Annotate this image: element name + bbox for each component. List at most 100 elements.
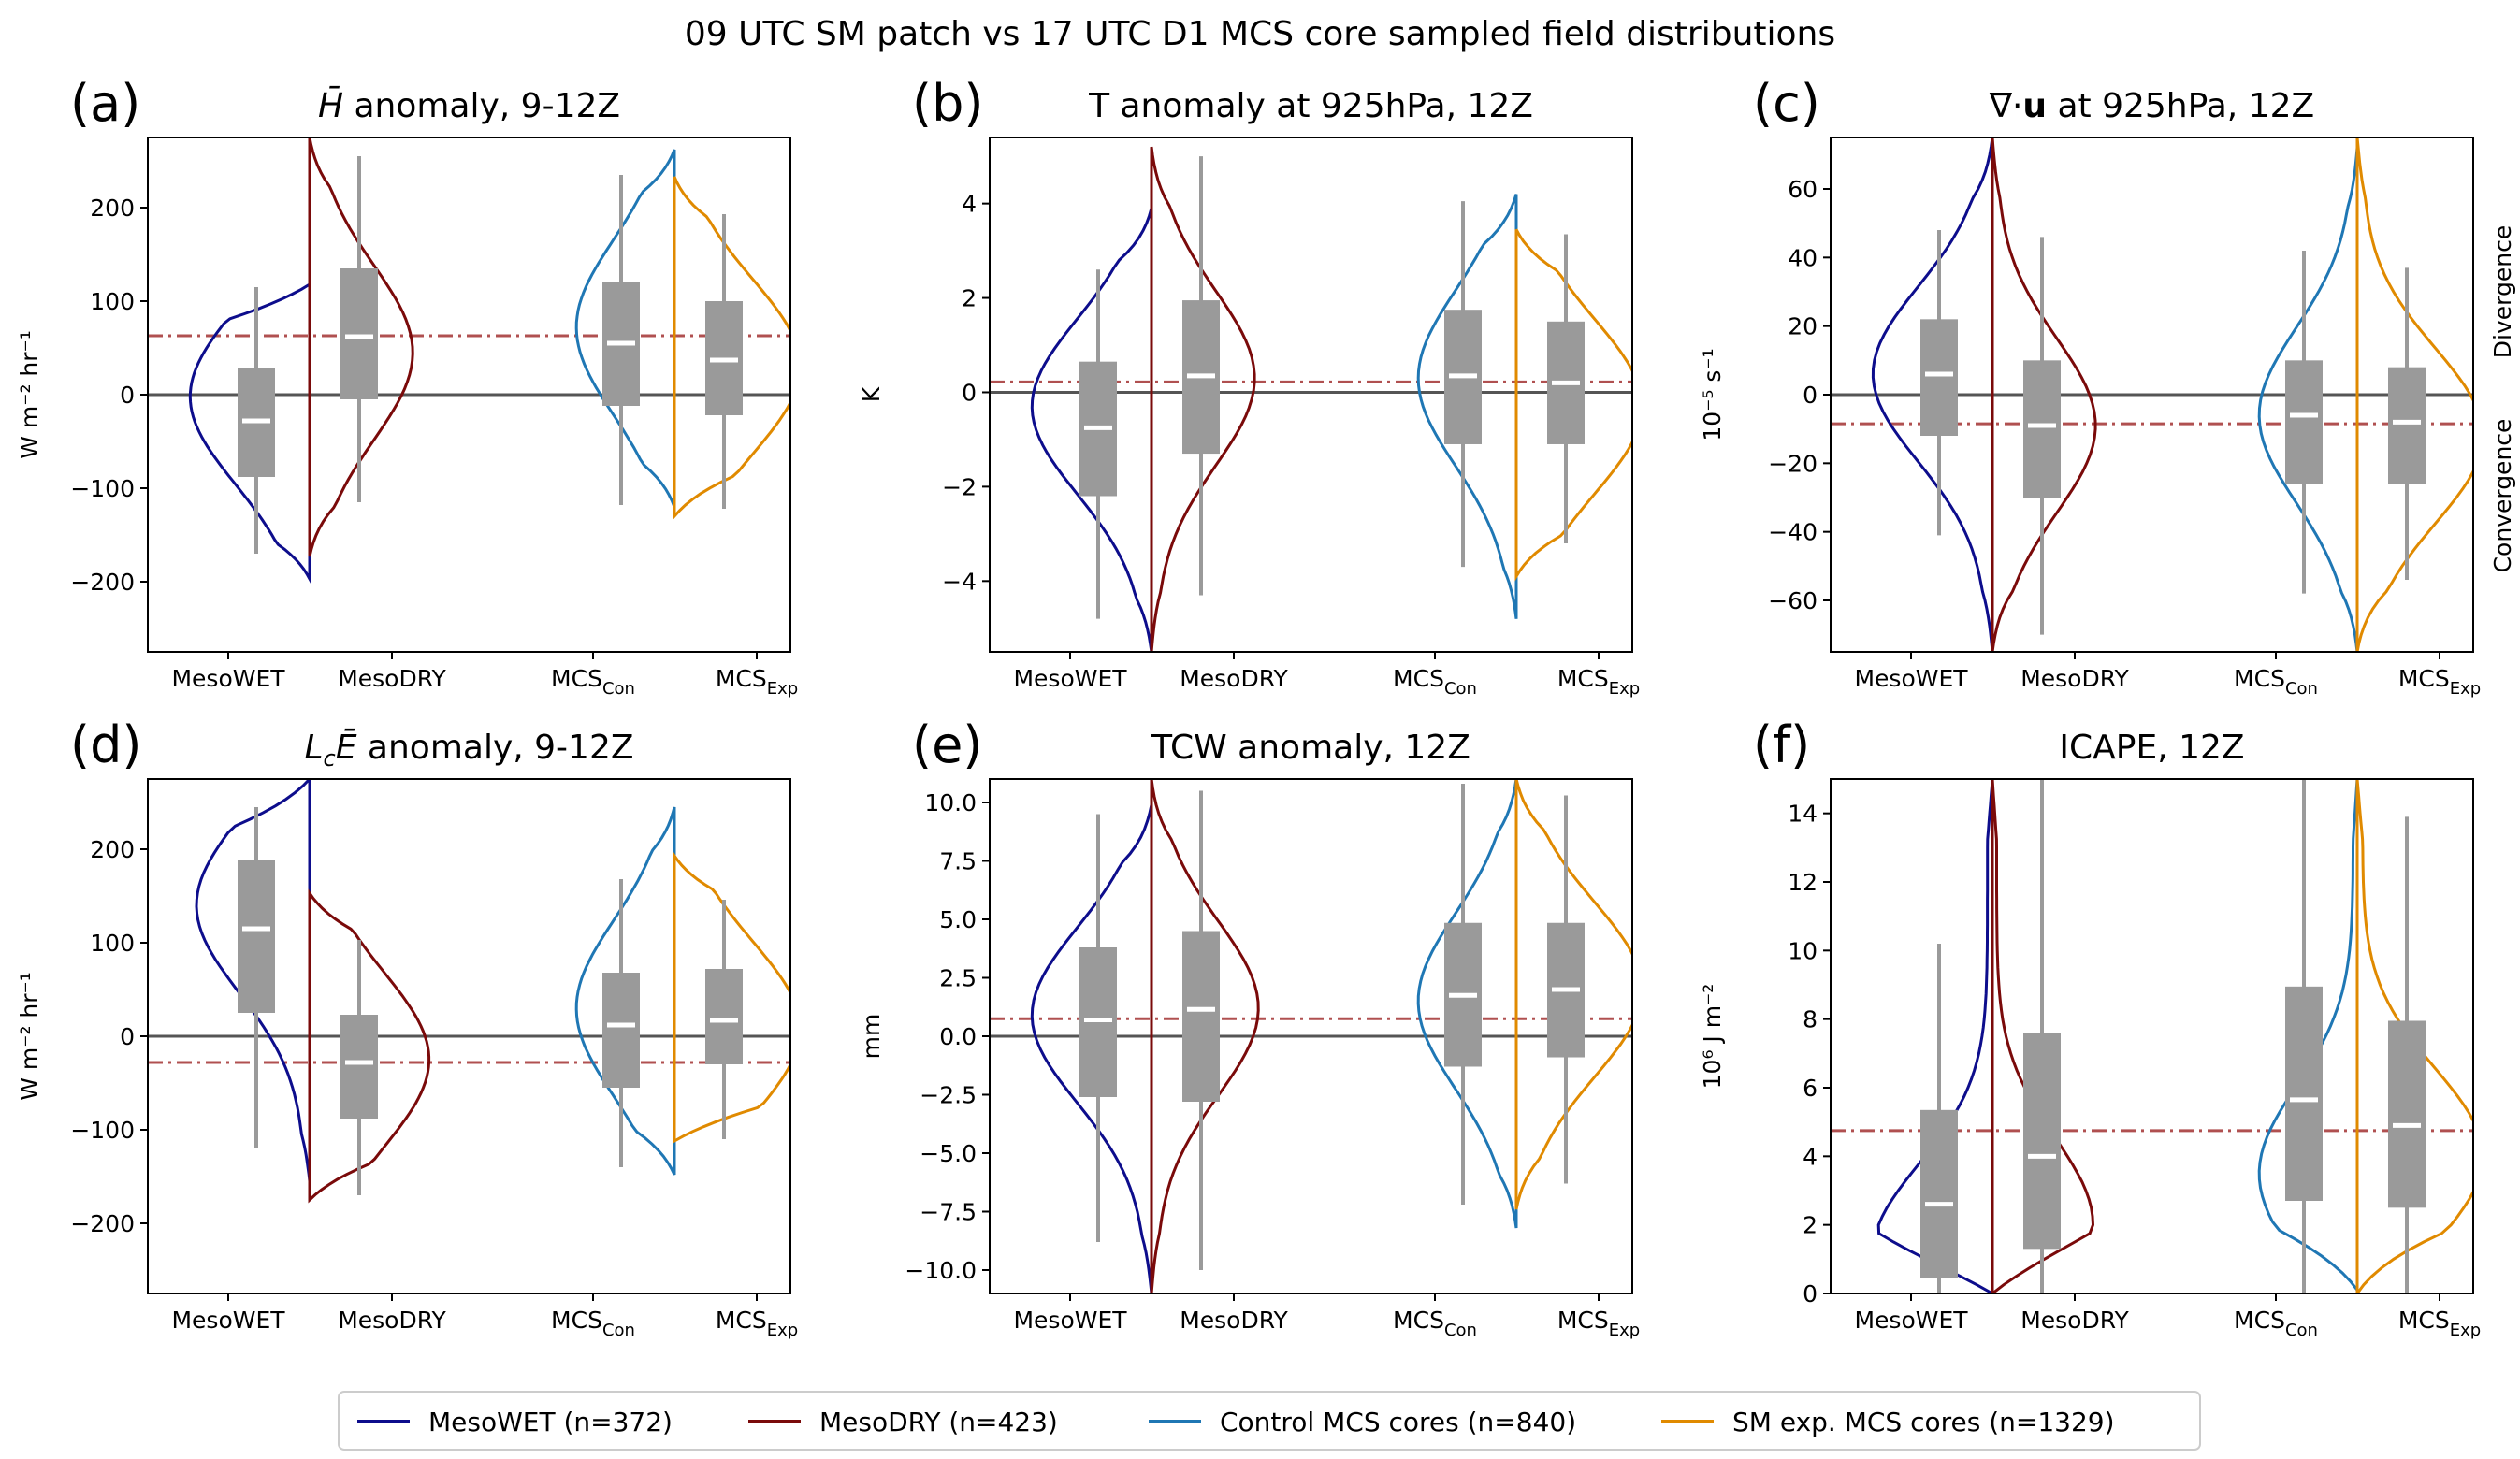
y-tick-label: 12: [1788, 869, 1818, 896]
legend-label: SM exp. MCS cores (n=1329): [1732, 1407, 2115, 1437]
y-tick-label: 4: [962, 191, 977, 218]
panel-4: −200 −100 0 100 200 MesoWET MesoDRY MCSCon MCSEx…: [16, 715, 798, 1340]
y-tick-label: −2.5: [920, 1082, 977, 1109]
violin-mesowet: [1030, 804, 1153, 1293]
y-tick-label: 6: [1803, 1075, 1818, 1102]
x-tick-label: MCSCon: [2234, 1307, 2318, 1340]
y-tick-label: −40: [1768, 519, 1818, 546]
box-iqr: [2388, 1020, 2426, 1208]
x-tick-label: MCSExp: [1557, 665, 1640, 699]
violin-mesodry: [308, 137, 414, 557]
panel-label: (e): [912, 715, 982, 774]
y-tick-label: 2.5: [939, 965, 977, 992]
x-tick-label: MesoDRY: [338, 1307, 446, 1334]
y-axis-label: 10⁶ J m⁻²: [1699, 984, 1726, 1090]
box-iqr: [2023, 360, 2061, 498]
plot-area: [990, 146, 1632, 652]
x-tick-label: MCSExp: [2398, 1307, 2481, 1340]
y-tick-label: 40: [1788, 244, 1818, 271]
violin-control-mcs-cores: [1416, 194, 1518, 619]
x-tick-label: MCSCon: [1393, 665, 1477, 699]
y-tick-label: −100: [70, 475, 135, 502]
violin-control-mcs-cores: [2257, 147, 2359, 652]
y-tick-label: 8: [1803, 1006, 1818, 1033]
y-axis-label: K: [858, 386, 885, 402]
x-tick-label: MCSExp: [716, 665, 798, 699]
x-tick-label: MesoDRY: [1180, 1307, 1288, 1334]
violin-mesodry: [1150, 146, 1256, 652]
box-iqr: [602, 973, 640, 1088]
panel-3: −60 −40 −20 0 20 40 60 MesoWET MesoDRY MCSCon MCSE…: [1699, 74, 2516, 699]
y-axis-label: mm: [858, 1014, 885, 1060]
y-tick-label: −200: [70, 569, 135, 596]
box-iqr: [2388, 367, 2426, 484]
violin-mesowet: [1876, 779, 1994, 1293]
y-tick-label: 10.0: [924, 789, 977, 816]
legend-label: Control MCS cores (n=840): [1220, 1407, 1576, 1437]
y-tick-label: −5.0: [920, 1140, 977, 1167]
violin-control-mcs-cores: [1416, 779, 1518, 1229]
x-tick-label: MesoWET: [1854, 665, 1968, 692]
panel-title: ∇·u at 925hPa, 12Z: [1989, 87, 2314, 125]
y-tick-label: −2: [942, 473, 977, 500]
box-iqr: [2285, 360, 2323, 484]
violin-mesowet: [195, 779, 311, 1182]
y-tick-label: 4: [1803, 1143, 1818, 1170]
y-tick-label: 100: [90, 930, 135, 957]
legend-label: MesoWET (n=372): [428, 1407, 673, 1437]
y-tick-label: 5.0: [939, 906, 977, 933]
legend-frame: [338, 1391, 2201, 1451]
divergence-label: Divergence: [2489, 225, 2516, 358]
panel-label: (f): [1753, 715, 1810, 774]
x-tick-label: MCSExp: [1557, 1307, 1640, 1340]
y-tick-label: 14: [1788, 801, 1818, 828]
panel-label: (b): [912, 74, 983, 133]
x-tick-label: MesoWET: [171, 1307, 285, 1334]
y-tick-label: 2: [962, 285, 977, 312]
y-tick-label: 60: [1788, 176, 1818, 203]
panel-title: H̄ anomaly, 9-12Z: [318, 85, 620, 125]
y-tick-label: 200: [90, 836, 135, 863]
box-iqr: [1920, 319, 1958, 436]
y-tick-label: −200: [70, 1210, 135, 1237]
legend: MesoWET (n=372) MesoDRY (n=423) Control MC…: [338, 1391, 2201, 1451]
y-tick-label: −10.0: [905, 1257, 977, 1284]
panel-label: (c): [1753, 74, 1820, 133]
x-tick-label: MesoDRY: [1180, 665, 1288, 692]
panel-title: ICAPE, 12Z: [2059, 729, 2244, 767]
box-iqr: [1920, 1109, 1958, 1278]
legend-label: MesoDRY (n=423): [819, 1407, 1058, 1437]
panel-title: TCW anomaly, 12Z: [1151, 729, 1470, 767]
violin-sm-exp-mcs-cores: [673, 851, 790, 1144]
box-iqr: [238, 860, 275, 1013]
x-tick-label: MCSCon: [1393, 1307, 1477, 1340]
y-axis-label: 10⁻⁵ s⁻¹: [1699, 348, 1726, 441]
violin-mesodry: [1991, 137, 2097, 652]
plot-area: [1831, 779, 2473, 1293]
figure-title: 09 UTC SM patch vs 17 UTC D1 MCS core sa…: [685, 15, 1835, 53]
box-iqr: [705, 969, 743, 1064]
violin-control-mcs-cores: [574, 806, 676, 1176]
violin-mesowet: [1030, 208, 1153, 652]
violin-sm-exp-mcs-cores: [2355, 137, 2473, 652]
x-tick-label: MesoWET: [1013, 665, 1127, 692]
violin-mesowet: [188, 282, 311, 585]
y-tick-label: 0.0: [939, 1023, 977, 1050]
y-tick-label: −7.5: [920, 1199, 977, 1226]
x-tick-label: MesoWET: [1013, 1307, 1127, 1334]
x-tick-label: MesoWET: [171, 665, 285, 692]
panel-label: (d): [70, 715, 141, 774]
violin-mesowet: [1871, 137, 1994, 652]
x-tick-label: MesoDRY: [2020, 665, 2129, 692]
y-tick-label: 0: [120, 1023, 135, 1050]
panel-label: (a): [70, 74, 140, 133]
violin-sm-exp-mcs-cores: [1514, 779, 1632, 1210]
x-tick-label: MCSExp: [2398, 665, 2481, 699]
panels: −200 −100 0 100 200 MesoWET MesoDRY MCSCon MCSEx…: [16, 74, 2516, 1340]
plot-area: [990, 779, 1632, 1293]
plot-area: [148, 137, 790, 585]
box-iqr: [1182, 931, 1220, 1102]
y-tick-label: −20: [1768, 450, 1818, 477]
y-tick-label: 7.5: [939, 848, 977, 875]
